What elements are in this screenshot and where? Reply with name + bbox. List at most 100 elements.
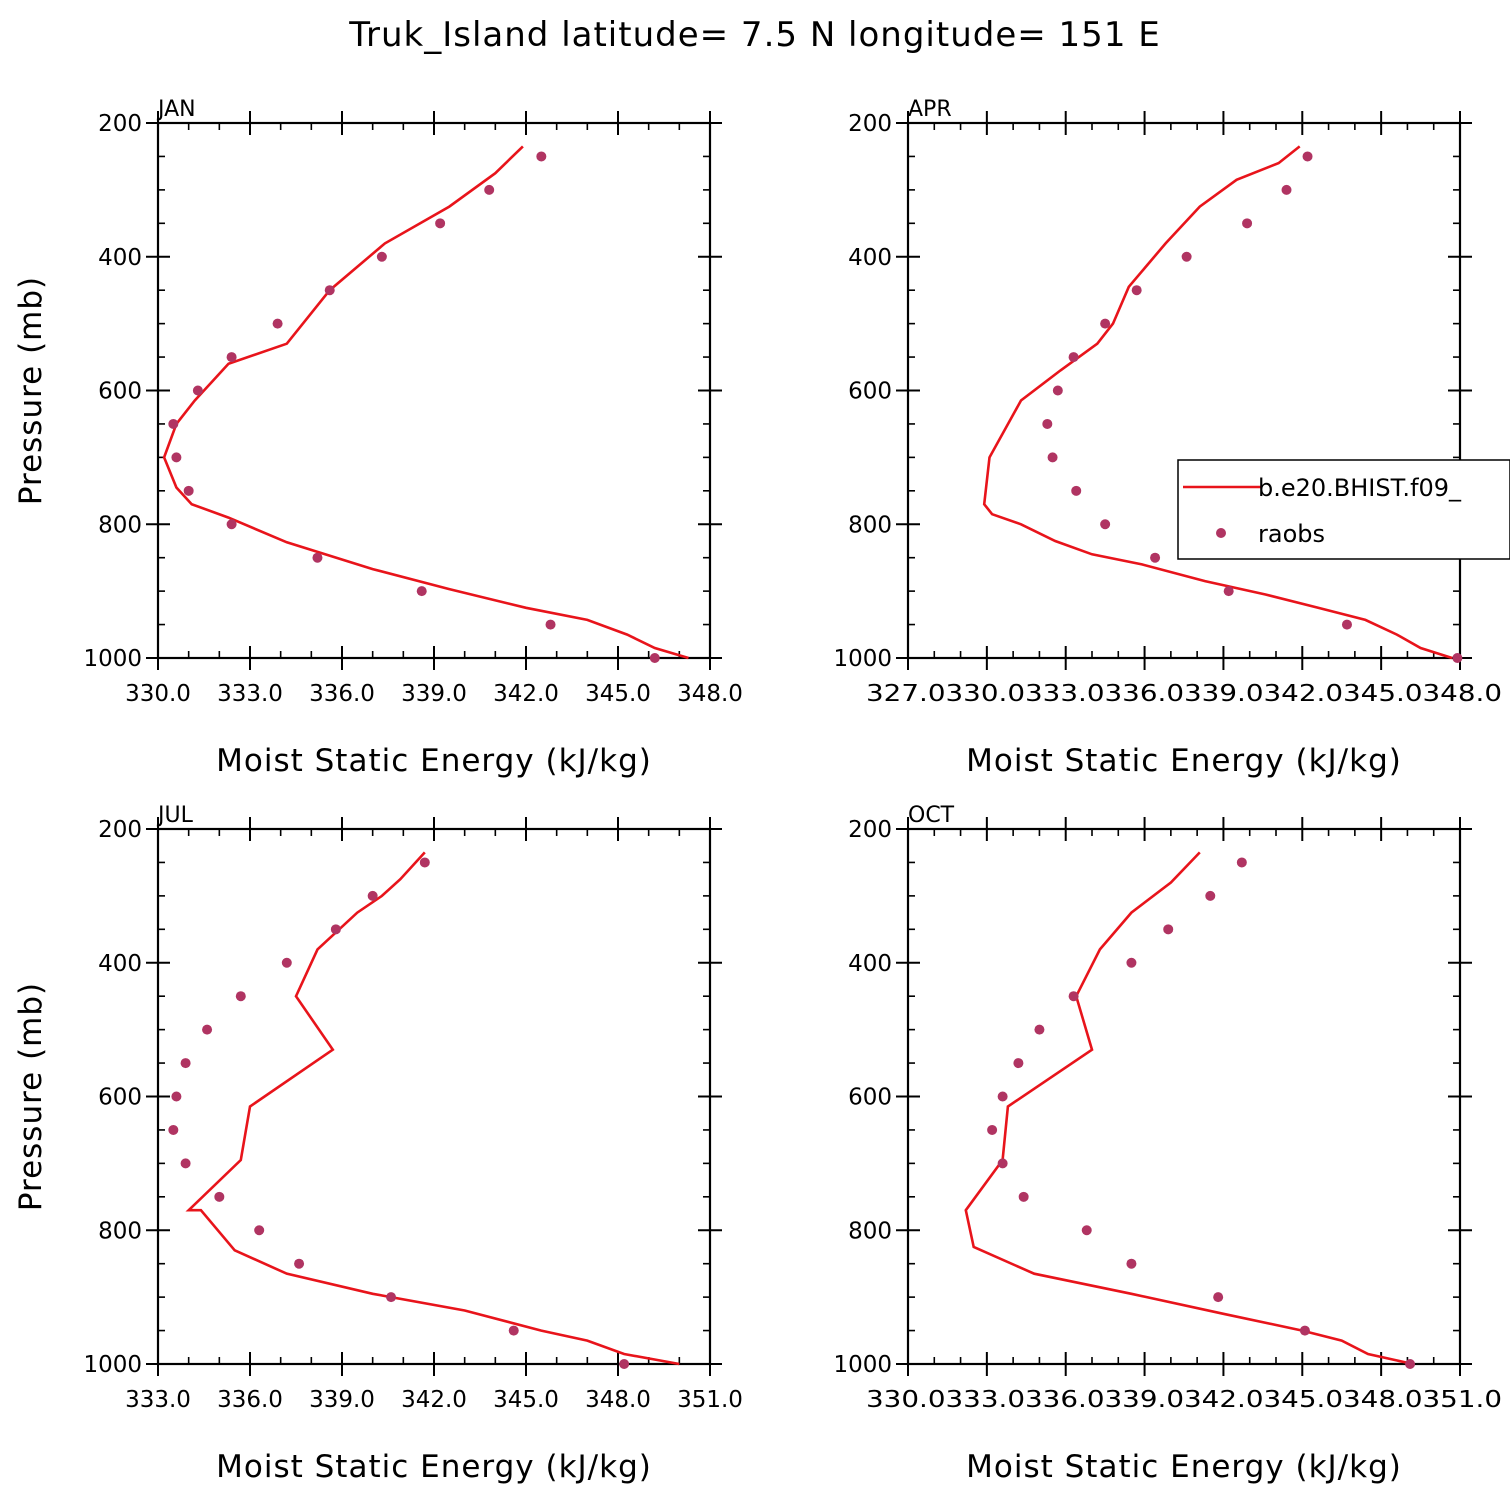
raobs-point [1150, 552, 1161, 563]
x-tick-label: 342.0 [493, 681, 559, 707]
x-tick-label: 339.0 [309, 1387, 375, 1413]
raobs-point [171, 1091, 182, 1102]
raobs-point [1126, 957, 1137, 968]
y-tick-label: 1000 [83, 646, 142, 672]
x-tick-labels: 330.0333.0336.0339.0342.0345.0348.0351.0 [866, 1387, 1502, 1413]
plot-frame [906, 827, 1462, 1366]
raobs-point [202, 1024, 213, 1035]
legend-obs-label: raobs [1258, 520, 1325, 548]
raobs-point [294, 1258, 305, 1269]
raobs-point [997, 1091, 1008, 1102]
raobs-point [171, 452, 182, 463]
raobs-point [272, 318, 283, 329]
panel-label: JUL [156, 803, 194, 828]
raobs-point [1213, 1292, 1224, 1303]
x-tick-label: 339.0 [401, 681, 467, 707]
raobs-point [330, 924, 341, 935]
raobs-point [1047, 452, 1058, 463]
x-tick-label: 330.0 [125, 681, 191, 707]
raobs-point [1068, 352, 1079, 363]
y-tick-label: 400 [848, 245, 892, 271]
raobs-point [987, 1124, 998, 1135]
panel-jul: JUL 200 400 600 800 1000 333.0 336.0 339.0 342.0 3… [13, 803, 743, 1485]
raobs-point [1405, 1359, 1416, 1369]
y-tick-label: 200 [98, 111, 142, 137]
raobs-point [183, 485, 194, 496]
raobs-point [997, 1158, 1008, 1169]
x-tick-labels: 327.0330.0333.0336.0339.0342.0345.0348.0 [866, 681, 1502, 707]
panel-oct: OCT 200 400 600 800 1000 330.0333.0336.0339.03… [833, 803, 1502, 1485]
raobs-point [1100, 519, 1111, 530]
raobs-point [508, 1325, 519, 1336]
x-axis-label: Moist Static Energy (kJ/kg) [216, 1449, 652, 1485]
y-tick-label: 200 [848, 817, 892, 843]
y-tick-label: 800 [848, 1218, 892, 1244]
panel-label: JAN [156, 97, 196, 122]
x-tick-label: 333.0 [217, 681, 283, 707]
raobs-point [1126, 1258, 1137, 1269]
model-series-line [185, 851, 680, 1366]
x-tick-label: 345.0 [493, 1387, 559, 1413]
raobs-point [1081, 1225, 1092, 1236]
raobs-point [1071, 485, 1082, 496]
y-axis-label: Pressure (mb) [13, 982, 49, 1211]
raobs-point [235, 991, 246, 1002]
raobs-point [484, 184, 495, 195]
y-tick-label: 1000 [833, 646, 892, 672]
raobs-point [545, 619, 556, 630]
raobs-point [192, 385, 203, 396]
raobs-point [180, 1058, 191, 1069]
legend-model-label: b.e20.BHIST.f09_ [1258, 474, 1462, 502]
x-tick-label: 348.0 [585, 1387, 651, 1413]
x-tick-label: 342.0 [401, 1387, 467, 1413]
raobs-point [214, 1191, 225, 1202]
raobs-point [254, 1225, 265, 1236]
raobs-point [1341, 619, 1352, 630]
y-tick-label: 1000 [83, 1352, 142, 1378]
legend-box [1177, 459, 1510, 560]
raobs-point [649, 653, 660, 663]
raobs-point [376, 251, 387, 262]
legend: b.e20.BHIST.f09_ raobs [1177, 459, 1510, 560]
raobs-point [1013, 1058, 1024, 1069]
raobs-point [226, 519, 237, 530]
raobs-point [435, 218, 446, 229]
raobs-point [1163, 924, 1174, 935]
y-tick-label: 400 [848, 951, 892, 977]
raobs-point [312, 552, 323, 563]
figure-title: Truk_Island latitude= 7.5 N longitude= 1… [348, 15, 1161, 55]
y-tick-label: 200 [848, 111, 892, 137]
legend-obs-marker [1216, 528, 1226, 538]
raobs-point [1034, 1024, 1045, 1035]
raobs-point [226, 352, 237, 363]
raobs-point [1018, 1191, 1029, 1202]
raobs-point [281, 957, 292, 968]
x-axis-label: Moist Static Energy (kJ/kg) [966, 743, 1402, 779]
panel-label: APR [908, 97, 952, 122]
plot-frame [906, 121, 1462, 660]
y-tick-label: 400 [98, 951, 142, 977]
raobs-point [1452, 653, 1463, 663]
plot-frame [156, 827, 712, 1366]
x-tick-label: 336.0 [217, 1387, 283, 1413]
y-tick-label: 800 [848, 512, 892, 538]
raobs-point [416, 586, 427, 597]
y-tick-label: 600 [848, 379, 892, 405]
raobs-point [168, 1124, 179, 1135]
panel-label: OCT [908, 803, 955, 828]
model-series-line [964, 851, 1413, 1366]
raobs-point [1223, 586, 1234, 597]
y-tick-label: 200 [98, 817, 142, 843]
raobs-point [324, 285, 335, 296]
y-tick-label: 600 [98, 379, 142, 405]
panel-apr: APR 200 400 600 800 1000 327.0330.0333.0336.03… [833, 97, 1502, 779]
y-tick-label: 800 [98, 512, 142, 538]
model-series-line [982, 145, 1453, 660]
x-tick-label: 345.0 [585, 681, 651, 707]
raobs-point [1281, 184, 1292, 195]
x-axis-label: Moist Static Energy (kJ/kg) [966, 1449, 1402, 1485]
raobs-point [1299, 1325, 1310, 1336]
y-tick-label: 400 [98, 245, 142, 271]
raobs-point [1302, 151, 1313, 162]
